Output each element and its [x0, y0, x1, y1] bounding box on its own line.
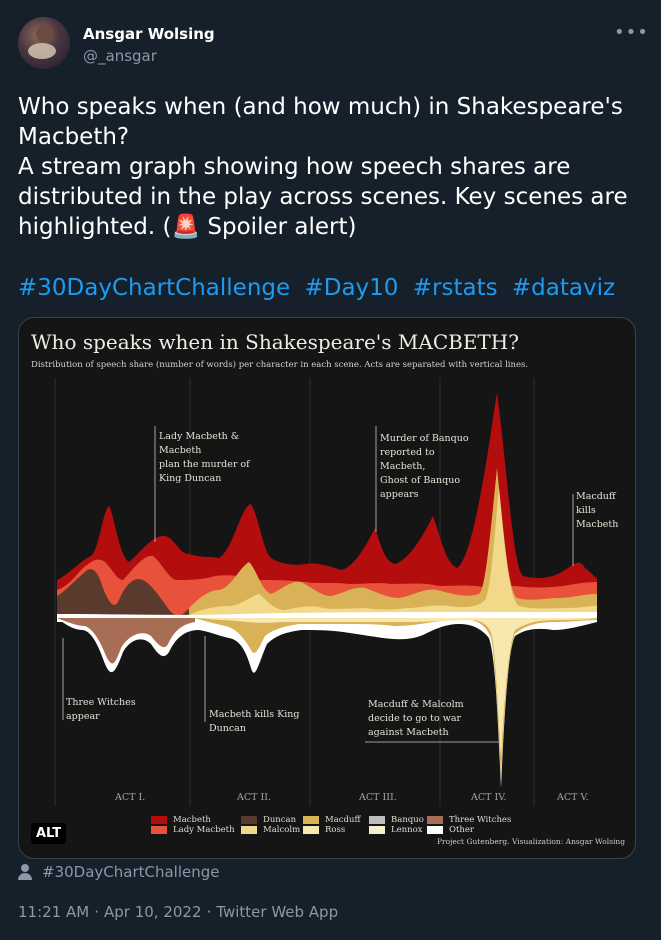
act-label: ACT V. [557, 792, 589, 803]
legend-item: Lady Macbeth [151, 825, 235, 835]
act-label: ACT I. [115, 792, 146, 803]
tweet-media-image[interactable]: Who speaks when in Shakespeare's MACBETH… [18, 317, 636, 859]
legend-item: Ross [303, 825, 345, 835]
tweet-text: Who speaks when (and how much) in Shakes… [18, 94, 628, 240]
hashtag-link[interactable]: #30DayChartChallenge [18, 275, 291, 301]
legend-item: Other [427, 825, 474, 835]
hashtag-link[interactable]: #rstats [412, 275, 498, 301]
user-handle[interactable]: @_ansgar [83, 47, 157, 65]
chart-subtitle: Distribution of speech share (number of … [31, 360, 529, 370]
tweet-source[interactable]: Twitter Web App [216, 903, 339, 921]
annotation: Macduff & Malcolm decide to go to war ag… [368, 699, 464, 738]
alt-text-badge[interactable]: ALT [31, 823, 67, 844]
stream-macbeth [57, 392, 597, 618]
context-hashtag-link[interactable]: #30DayChartChallenge [42, 863, 220, 881]
legend-item: Duncan [241, 815, 296, 825]
stream-graph [54, 378, 597, 806]
stream-ross-lower [199, 618, 597, 758]
legend-item: Macbeth [151, 815, 211, 825]
stream-three-witches [57, 618, 195, 664]
tweet-metadata: 11:21 AM · Apr 10, 2022 · Twitter Web App [18, 903, 343, 921]
legend-item: Macduff [303, 815, 361, 825]
hashtag-link[interactable]: #Day10 [304, 275, 399, 301]
legend-item: Malcolm [241, 825, 300, 835]
annotation: Three Witches appear [66, 697, 136, 722]
separator: · [94, 903, 99, 921]
person-icon [18, 864, 32, 880]
display-name[interactable]: Ansgar Wolsing [83, 25, 215, 43]
chart-credit: Project Gutenberg. Visualization: Ansgar… [436, 837, 625, 846]
act-label: ACT III. [359, 792, 397, 803]
annotation: Macduff kills Macbeth [576, 491, 619, 530]
legend-item: Three Witches [427, 815, 511, 825]
annotation: Macbeth kills King Duncan [209, 709, 300, 734]
legend-item: Lennox [369, 825, 423, 835]
tweet-date[interactable]: Apr 10, 2022 [103, 903, 202, 921]
legend-item: Banquo [369, 815, 424, 825]
separator: · [206, 903, 212, 921]
stream-malcolm [191, 488, 597, 618]
hashtag-row: #30DayChartChallenge #Day10 #rstats #dat… [18, 275, 622, 301]
tweet-time[interactable]: 11:21 AM [18, 903, 90, 921]
annotation: Murder of Banquo reported to Macbeth, Gh… [380, 433, 469, 500]
annotation: Lady Macbeth & Macbeth plan the murder o… [159, 431, 250, 484]
act-label: ACT II. [237, 792, 272, 803]
act-label: ACT IV. [471, 792, 507, 803]
more-horizontal-icon[interactable]: ••• [614, 22, 649, 43]
avatar[interactable] [18, 17, 70, 69]
context-row: #30DayChartChallenge [18, 863, 220, 881]
stream-duncan [57, 569, 203, 618]
stream-other-lower [57, 618, 597, 788]
hashtag-link[interactable]: #dataviz [511, 275, 616, 301]
chart-title: Who speaks when in Shakespeare's MACBETH… [31, 330, 519, 354]
